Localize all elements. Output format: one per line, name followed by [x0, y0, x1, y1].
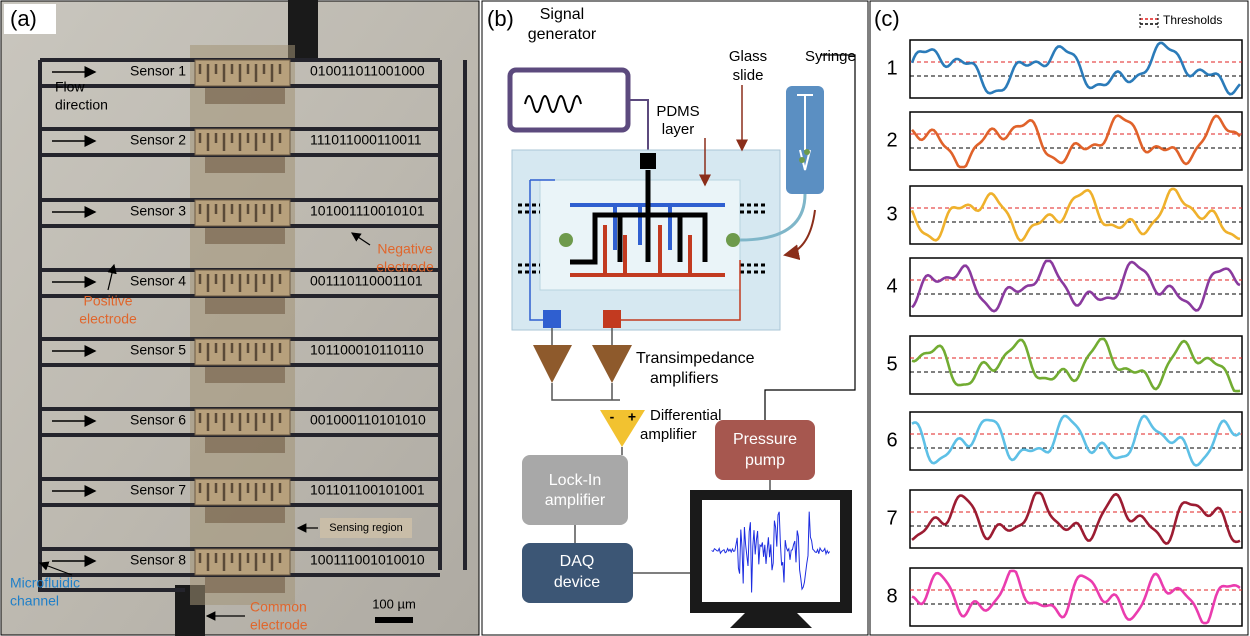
electrode-lead — [205, 437, 285, 453]
trace-number: 8 — [886, 585, 897, 607]
sensor-name: Sensor 5 — [130, 342, 186, 358]
figure: Sensor 1 010011011001000 Sensor 2 111011000… — [0, 0, 1250, 636]
label: DAQ — [560, 553, 595, 570]
label: + — [628, 409, 636, 425]
label: - — [610, 409, 615, 425]
label: Glass — [729, 48, 767, 65]
scale-label: 100 µm — [372, 596, 416, 611]
label: Syringe — [805, 48, 856, 65]
daq-box — [522, 543, 633, 603]
sensor-name: Sensor 1 — [130, 63, 186, 79]
common-pad — [640, 153, 656, 169]
label: device — [554, 574, 600, 591]
sensor-name: Sensor 8 — [130, 552, 186, 568]
sensor-name: Sensor 3 — [130, 203, 186, 219]
annotation: direction — [55, 97, 108, 113]
panel-label: (c) — [874, 6, 900, 31]
label: pump — [745, 452, 785, 469]
trace-number: 6 — [886, 429, 897, 451]
sensor-code: 100111001010010 — [310, 552, 425, 568]
trace-box — [910, 40, 1242, 98]
electrode-lead — [205, 298, 285, 314]
electrode-lead — [205, 577, 285, 593]
panel-label: (b) — [487, 6, 514, 31]
annotation: electrode — [79, 311, 137, 327]
sensor-name: Sensor 6 — [130, 412, 186, 428]
sensor-code: 010011011001000 — [310, 63, 425, 79]
label: Lock-In — [549, 472, 601, 489]
sensor-code: 001110110001101 — [310, 273, 423, 289]
scale-bar — [375, 617, 413, 623]
annotation: electrode — [250, 617, 308, 633]
legend-label: Thresholds — [1163, 13, 1222, 27]
electrode-lead — [205, 228, 285, 244]
annotation: Positive — [83, 293, 132, 309]
annotation: electrode — [376, 259, 434, 275]
trace-number: 5 — [886, 353, 897, 375]
label: slide — [733, 67, 764, 84]
electrode-lead — [205, 367, 285, 383]
electrode-lead — [205, 507, 285, 523]
sensor-name: Sensor 7 — [130, 482, 186, 498]
trace-box — [910, 490, 1242, 548]
trace-number: 7 — [886, 507, 897, 529]
electrode-lead — [205, 157, 285, 173]
sensor-code: 101001110010101 — [310, 203, 425, 219]
annotation: Common — [250, 599, 307, 615]
trace-box — [910, 568, 1242, 626]
label: Differential — [650, 407, 721, 424]
label: Transimpedance — [636, 350, 755, 367]
sensor-name: Sensor 4 — [130, 273, 186, 289]
annotation: Negative — [377, 241, 432, 257]
label: PDMS — [656, 103, 699, 120]
trace-box — [910, 112, 1242, 170]
positive-pad — [543, 310, 561, 328]
label: amplifier — [640, 426, 697, 443]
annotation: Microfluidic — [10, 575, 80, 591]
panel-label: (a) — [10, 6, 37, 31]
inlet — [559, 233, 573, 247]
signal-generator-box — [510, 70, 628, 130]
label: amplifier — [545, 492, 606, 509]
label: Signal — [540, 6, 584, 23]
sensor-code: 001000110101010 — [310, 412, 426, 428]
trace-number: 2 — [886, 129, 897, 151]
trace-number: 3 — [886, 203, 897, 225]
annotation: channel — [10, 593, 59, 609]
label: amplifiers — [650, 370, 718, 387]
sensor-code: 111011000110011 — [310, 132, 422, 148]
lock-in-box — [522, 455, 628, 525]
trace-number: 4 — [886, 275, 897, 297]
trace-number: 1 — [886, 57, 897, 79]
annotation: Sensing region — [329, 522, 402, 534]
sensor-code: 101100010110110 — [310, 342, 424, 358]
label: generator — [528, 26, 597, 43]
sensor-name: Sensor 2 — [130, 132, 186, 148]
outlet — [726, 233, 740, 247]
label: Pressure — [733, 431, 797, 448]
negative-pad — [603, 310, 621, 328]
trace-box — [910, 186, 1242, 244]
electrode-lead — [205, 88, 285, 104]
sensor-code: 101101100101001 — [310, 482, 425, 498]
pressure-pump-box — [715, 420, 815, 480]
annotation: Flow — [55, 79, 85, 95]
label: layer — [662, 121, 695, 138]
